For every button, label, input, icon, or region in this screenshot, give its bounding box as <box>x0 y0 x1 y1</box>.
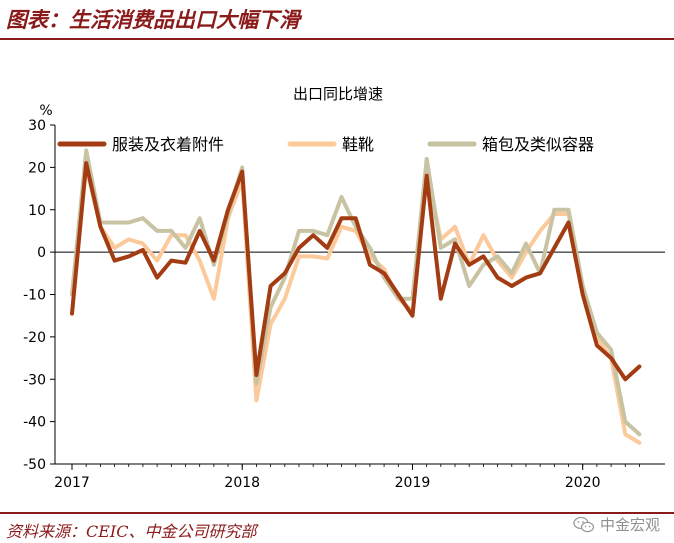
footer-rule <box>0 512 674 514</box>
y-tick-label: -20 <box>23 330 46 346</box>
legend: 服装及衣着附件 鞋靴 箱包及类似容器 <box>57 135 594 154</box>
axes: 30 20 10 0 -10 -20 -30 -40 -50 2017 2018 2019 2020 <box>23 118 665 491</box>
y-tick-label: -30 <box>23 372 46 388</box>
y-tick-label: 0 <box>37 245 46 261</box>
series-line-1 <box>70 161 642 382</box>
legend-label: 鞋靴 <box>342 135 374 154</box>
watermark-text: 中金宏观 <box>599 516 660 534</box>
series-line-3 <box>70 148 642 437</box>
x-tick-label: 2018 <box>224 475 260 491</box>
wechat-icon <box>573 516 595 532</box>
line-chart: 出口同比增速 % 30 20 10 0 -10 -20 -30 -40 -50 2017 2018 2… <box>23 85 665 491</box>
watermark: 中金宏观 <box>573 514 660 535</box>
x-tick-label: 2017 <box>54 475 90 491</box>
figure-header: 图表：生活消费品出口大幅下滑 <box>0 0 674 40</box>
source-note: 资料来源：CEIC、中金公司研究部 <box>6 522 257 541</box>
x-tick-label: 2019 <box>395 475 431 491</box>
x-tick-label: 2020 <box>565 475 601 491</box>
y-tick-label: -40 <box>23 415 46 431</box>
y-tick-label: -10 <box>23 288 46 304</box>
chart-title: 出口同比增速 <box>293 85 383 103</box>
header-rule <box>0 38 674 40</box>
legend-label: 服装及衣着附件 <box>112 135 224 154</box>
series-layer <box>70 148 642 445</box>
y-axis-unit-label: % <box>39 103 52 119</box>
y-tick-label: 30 <box>28 118 46 134</box>
y-tick-label: 10 <box>28 203 46 219</box>
legend-label: 箱包及类似容器 <box>482 135 594 154</box>
y-tick-label: 20 <box>28 160 46 176</box>
series-line-2 <box>70 165 642 445</box>
figure-title: 图表：生活消费品出口大幅下滑 <box>6 7 300 32</box>
y-tick-label: -50 <box>23 457 46 473</box>
figure-footer: 资料来源：CEIC、中金公司研究部 中金宏观 <box>0 514 674 543</box>
